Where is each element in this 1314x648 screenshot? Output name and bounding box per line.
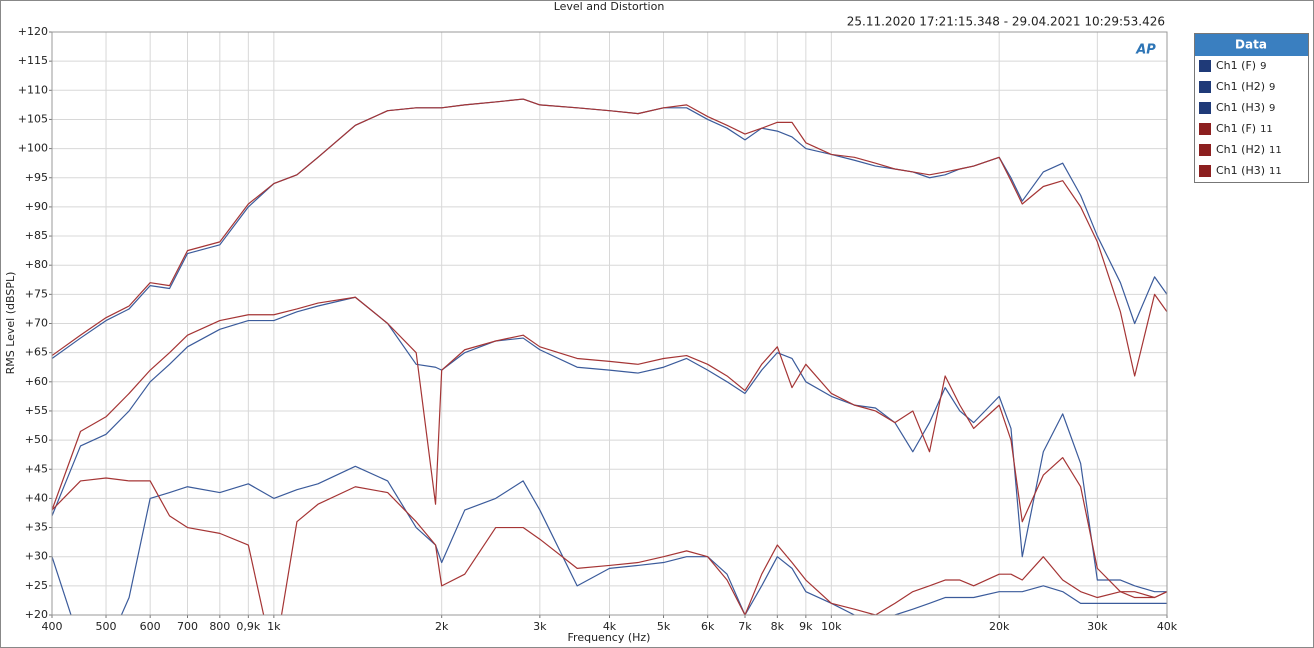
legend-title: Data (1235, 38, 1267, 52)
x-tick-label: 10k (821, 620, 842, 633)
legend-file: 9 (1269, 82, 1275, 93)
y-tick-label: +55 (25, 404, 48, 417)
y-tick-label: +25 (25, 579, 48, 592)
y-tick-label: +35 (25, 521, 48, 534)
x-tick-label: 400 (42, 620, 63, 633)
y-tick-label: +40 (25, 491, 48, 504)
legend: Data Ch1 (F) 9 Ch1 (H2) 9 Ch1 (H3) 9 Ch1 (F) 11… (1194, 33, 1309, 183)
series-line (52, 98, 1167, 359)
legend-name: Ch1 (H3) (1216, 164, 1265, 177)
y-tick-label: +50 (25, 433, 48, 446)
x-tick-label: 40k (1157, 620, 1178, 633)
series-line (52, 98, 1167, 377)
x-tick-label: 700 (177, 620, 198, 633)
x-tick-label: 1k (267, 620, 281, 633)
legend-file: 11 (1260, 124, 1273, 135)
chart-title: Level and Distortion (554, 0, 665, 13)
y-tick-label: +75 (25, 287, 48, 300)
plot-border (51, 31, 1168, 616)
legend-swatch (1199, 60, 1211, 72)
series-line (52, 296, 1167, 599)
x-tick-label: 6k (701, 620, 715, 633)
legend-swatch (1199, 144, 1211, 156)
series-line (52, 477, 1167, 615)
legend-header (1195, 34, 1308, 56)
legend-name: Ch1 (H2) (1216, 80, 1265, 93)
logo: AP (1135, 43, 1156, 58)
y-tick-label: +60 (25, 375, 48, 388)
timestamp: 25.11.2020 17:21:15.348 - 29.04.2021 10:… (847, 15, 1165, 29)
x-tick-label: 20k (989, 620, 1010, 633)
y-tick-label: +105 (18, 112, 48, 125)
x-tick-label: 500 (96, 620, 117, 633)
x-tick-label: 2k (435, 620, 449, 633)
legend-label: Ch1 (H3) 9 (1216, 101, 1275, 114)
x-tick-label: 600 (140, 620, 161, 633)
x-tick-label: 7k (738, 620, 752, 633)
x-tick-label: 3k (533, 620, 547, 633)
x-tick-label: 8k (771, 620, 785, 633)
legend-box (1194, 33, 1309, 183)
legend-label: Ch1 (F) 11 (1216, 122, 1273, 135)
legend-name: Ch1 (F) (1216, 59, 1256, 72)
y-tick-label: +30 (25, 550, 48, 563)
legend-label: Ch1 (H2) 11 (1216, 143, 1282, 156)
y-tick-label: +80 (25, 258, 48, 271)
y-tick-label: +65 (25, 346, 48, 359)
legend-swatch (1199, 165, 1211, 177)
legend-file: 11 (1269, 145, 1282, 156)
legend-file: 9 (1260, 61, 1266, 72)
y-tick-label: +85 (25, 229, 48, 242)
legend-swatch (1199, 81, 1211, 93)
y-tick-label: +115 (18, 54, 48, 67)
legend-file: 11 (1269, 166, 1282, 177)
y-tick-label: +20 (25, 608, 48, 621)
legend-name: Ch1 (F) (1216, 122, 1256, 135)
x-tick-label: 5k (657, 620, 671, 633)
legend-name: Ch1 (H2) (1216, 143, 1265, 156)
x-tick-label: 30k (1087, 620, 1108, 633)
legend-label: Ch1 (F) 9 (1216, 59, 1266, 72)
legend-name: Ch1 (H3) (1216, 101, 1265, 114)
y-tick-label: +70 (25, 317, 48, 330)
y-tick-label: +95 (25, 171, 48, 184)
y-tick-label: +100 (18, 142, 48, 155)
x-tick-label: 0,9k (236, 620, 260, 633)
legend-swatch (1199, 123, 1211, 135)
x-axis-label: Frequency (Hz) (568, 631, 651, 644)
legend-label: Ch1 (H2) 9 (1216, 80, 1275, 93)
y-tick-label: +90 (25, 200, 48, 213)
legend-file: 9 (1269, 103, 1275, 114)
y-tick-label: +120 (18, 25, 48, 38)
x-tick-label: 9k (799, 620, 813, 633)
y-tick-label: +110 (18, 83, 48, 96)
y-tick-label: +45 (25, 462, 48, 475)
legend-label: Ch1 (H3) 11 (1216, 164, 1282, 177)
plot-lines (52, 98, 1167, 615)
legend-swatch (1199, 102, 1211, 114)
y-axis-label: RMS Level (dBSPL) (4, 272, 17, 375)
x-tick-label: 4k (603, 620, 617, 633)
x-tick-label: 800 (209, 620, 230, 633)
